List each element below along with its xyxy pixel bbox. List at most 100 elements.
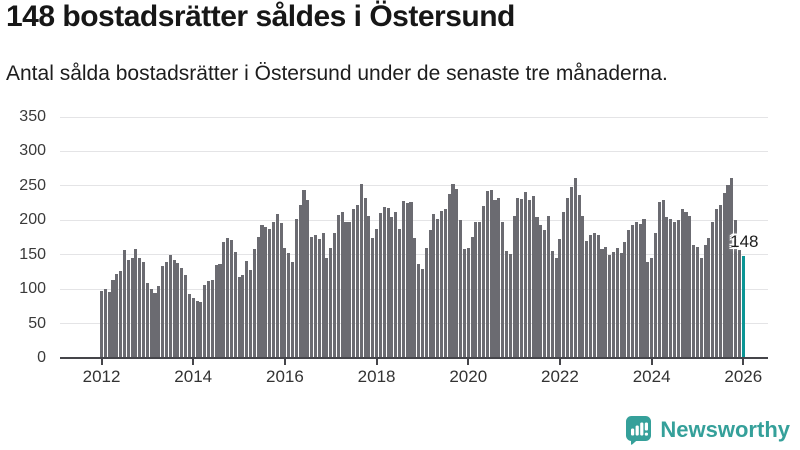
bar <box>638 223 642 358</box>
bar <box>600 248 604 358</box>
bar <box>187 294 191 358</box>
bar <box>512 216 516 358</box>
bar <box>715 208 719 358</box>
bar <box>298 205 302 358</box>
y-axis-labels: 0 50 100 150 200 250 300 350 <box>0 108 52 366</box>
bar <box>390 216 394 358</box>
bar <box>535 216 539 358</box>
bar <box>229 240 233 358</box>
bar <box>336 214 340 358</box>
x-tick-mark <box>100 359 103 365</box>
bar <box>554 258 558 358</box>
bar <box>340 212 344 358</box>
bar <box>439 211 444 358</box>
y-tick-label: 350 <box>19 108 46 125</box>
bar <box>180 267 184 358</box>
x-tick-label: 2014 <box>174 367 213 386</box>
x-tick-mark <box>375 359 378 365</box>
bar <box>462 248 466 358</box>
bar <box>348 222 352 358</box>
y-tick-label: 0 <box>37 349 46 366</box>
bar <box>264 227 268 358</box>
bar <box>569 187 573 358</box>
bar <box>176 263 180 358</box>
bar-series <box>60 117 768 358</box>
bar <box>214 265 218 358</box>
x-tick-mark <box>467 359 470 365</box>
bar <box>291 261 295 358</box>
bar <box>233 252 237 358</box>
bar <box>615 247 619 358</box>
bar <box>588 234 593 358</box>
bar <box>310 236 314 358</box>
bar <box>153 292 157 358</box>
bar <box>657 201 661 358</box>
bar <box>482 205 486 358</box>
bar <box>608 254 612 358</box>
bar <box>321 232 325 358</box>
bar <box>394 212 398 358</box>
bar <box>573 177 577 358</box>
bar <box>443 208 447 358</box>
gridline <box>60 185 768 187</box>
bar <box>470 236 474 358</box>
bar <box>711 221 715 358</box>
bar <box>218 263 222 358</box>
y-tick-label: 100 <box>19 280 46 298</box>
bar <box>642 218 646 358</box>
bar <box>145 282 149 358</box>
bar <box>734 219 738 358</box>
bar <box>157 285 161 358</box>
bar <box>688 216 692 358</box>
bar <box>405 203 409 358</box>
bar <box>726 184 730 358</box>
y-tick-label: 250 <box>19 176 46 194</box>
bar <box>520 198 524 358</box>
bar <box>459 220 463 358</box>
bar <box>294 218 298 358</box>
bar <box>669 218 673 358</box>
bar <box>355 205 360 358</box>
bar <box>516 197 520 358</box>
bar <box>447 194 451 358</box>
bar <box>111 279 115 358</box>
bar <box>184 274 188 358</box>
bar <box>596 235 600 358</box>
highlight-value-label: 148 <box>730 232 759 252</box>
bar <box>566 197 570 358</box>
bar <box>646 261 650 358</box>
bar <box>279 223 283 358</box>
chart-title: 148 bostadsrätter såldes i Östersund <box>6 0 515 33</box>
bar <box>699 257 703 358</box>
bar <box>703 245 707 358</box>
bar <box>485 190 489 358</box>
bar <box>352 209 356 358</box>
y-tick-label: 300 <box>19 142 46 160</box>
bar <box>142 261 146 358</box>
bar <box>478 221 482 358</box>
bar <box>275 214 279 358</box>
attribution-brand-name: Newsworthy <box>660 417 790 442</box>
bar <box>501 221 505 358</box>
bar <box>344 221 348 358</box>
gridline <box>60 150 768 152</box>
bar <box>436 218 440 358</box>
bar <box>302 190 306 358</box>
x-tick-mark <box>558 359 561 365</box>
bar <box>222 241 226 358</box>
bar <box>168 254 172 358</box>
bar <box>382 206 386 358</box>
gridline <box>60 116 768 118</box>
bar <box>359 183 363 358</box>
bar <box>386 207 390 358</box>
newsworthy-logo-icon <box>626 416 652 445</box>
bar <box>531 195 535 358</box>
bar <box>650 258 654 358</box>
bar <box>508 254 512 358</box>
bar <box>248 269 253 358</box>
bar <box>417 264 421 358</box>
bar <box>737 249 742 358</box>
bar <box>283 247 287 358</box>
bar <box>592 233 596 358</box>
x-tick-mark <box>742 359 745 365</box>
